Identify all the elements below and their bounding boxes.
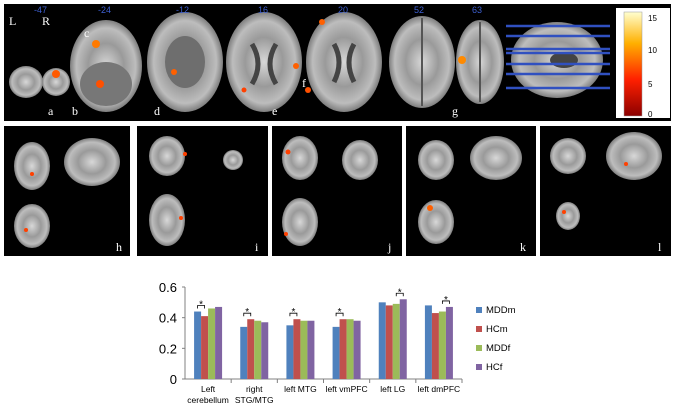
bar xyxy=(332,326,340,379)
significance-bracket xyxy=(442,300,450,304)
panel-label: g xyxy=(452,104,458,118)
slice-coord: 63 xyxy=(472,5,483,15)
axial-slices-figure xyxy=(9,8,670,118)
significance-bracket xyxy=(395,292,404,297)
panel-label: f xyxy=(302,76,306,90)
panel-label: l xyxy=(658,240,662,254)
panel-label: b xyxy=(72,104,78,118)
x-category-label: right xyxy=(246,384,263,394)
panel-label: e xyxy=(272,104,278,118)
colorbar-tick: 5 xyxy=(648,80,653,89)
slice-coord: 52 xyxy=(414,5,425,15)
x-category-label: cerebellum xyxy=(187,395,229,405)
panel-label: a xyxy=(48,104,54,118)
slice-coord: 20 xyxy=(338,5,349,15)
bar xyxy=(261,322,269,379)
y-tick-label: 0.4 xyxy=(159,311,177,326)
bar xyxy=(194,311,202,379)
panel-i: i xyxy=(137,126,268,256)
legend-swatch xyxy=(476,326,482,332)
bar xyxy=(346,319,354,379)
bar xyxy=(293,319,301,379)
x-category-label: left MTG xyxy=(284,384,317,394)
panel-label: j xyxy=(388,240,392,254)
slice-e xyxy=(226,12,302,112)
y-tick-label: 0.2 xyxy=(159,341,177,356)
colorbar-tick: 0 xyxy=(648,110,653,119)
bar xyxy=(201,316,209,379)
bar xyxy=(240,326,248,379)
significance-bracket xyxy=(197,305,205,309)
panel-label: c xyxy=(84,26,90,40)
colorbar-tick: 10 xyxy=(648,46,657,55)
x-category-label: left LG xyxy=(380,384,405,394)
slice-coord: -24 xyxy=(98,5,112,15)
panel-h: h xyxy=(4,126,130,256)
legend-label: HCm xyxy=(486,324,508,335)
bar xyxy=(208,308,216,379)
slice-coord: 16 xyxy=(258,5,269,15)
bar xyxy=(445,306,453,379)
bar xyxy=(254,320,262,379)
significance-star: * xyxy=(245,307,249,318)
bar xyxy=(215,306,223,379)
bar xyxy=(286,325,294,379)
x-category-label: left dmPFC xyxy=(418,384,461,394)
significance-star: * xyxy=(338,307,342,318)
significance-star: * xyxy=(444,295,448,306)
panel-label: i xyxy=(255,240,259,254)
bar xyxy=(307,320,315,379)
panel-k: k xyxy=(406,126,536,256)
significance-star: * xyxy=(199,300,203,311)
slice-coord: -12 xyxy=(176,5,190,15)
slice-coord: -47 xyxy=(34,5,48,15)
x-category-label: STG/MTG xyxy=(235,395,274,405)
bar xyxy=(300,320,308,379)
panel-label: d xyxy=(154,104,160,118)
bar xyxy=(247,319,255,379)
bar xyxy=(353,320,361,379)
legend-label: MDDf xyxy=(486,343,511,354)
legend-swatch xyxy=(476,364,482,370)
slice-f xyxy=(305,12,382,112)
y-tick-label: 0.6 xyxy=(159,280,177,295)
sagittal-reference xyxy=(506,22,610,98)
slice-b xyxy=(70,20,142,112)
bar xyxy=(431,313,439,379)
bar xyxy=(378,302,386,379)
slice-a xyxy=(9,66,70,98)
slice-d xyxy=(147,12,223,112)
legend-label: HCf xyxy=(486,362,503,373)
bar xyxy=(339,319,347,379)
significance-bracket xyxy=(243,312,252,317)
bar xyxy=(424,305,432,379)
legend-swatch xyxy=(476,307,482,313)
significance-star: * xyxy=(398,287,402,298)
orientation-left: L xyxy=(9,14,17,28)
significance-bracket xyxy=(335,312,344,317)
orientation-right: R xyxy=(42,14,51,28)
legend-label: MDDm xyxy=(486,305,516,316)
top-brain-panel: L R -47 -24 -12 16 20 52 63 a b c d e f … xyxy=(4,4,671,121)
x-category-label: Left xyxy=(201,384,216,394)
x-category-label: left vmPFC xyxy=(326,384,368,394)
bar xyxy=(385,305,393,379)
panel-label: h xyxy=(116,240,122,254)
legend-swatch xyxy=(476,345,482,351)
bar xyxy=(438,311,446,379)
slice-g xyxy=(456,20,504,104)
colorbar xyxy=(616,8,670,118)
bar xyxy=(392,303,400,379)
significance-bracket xyxy=(289,312,298,317)
bar xyxy=(399,299,407,379)
colorbar-tick: 15 xyxy=(648,14,657,23)
y-tick-label: 0 xyxy=(170,372,177,387)
slice-52 xyxy=(389,16,455,108)
panel-j: j xyxy=(272,126,402,256)
significance-star: * xyxy=(291,307,295,318)
panel-label: k xyxy=(520,240,526,254)
panel-l: l xyxy=(540,126,671,256)
